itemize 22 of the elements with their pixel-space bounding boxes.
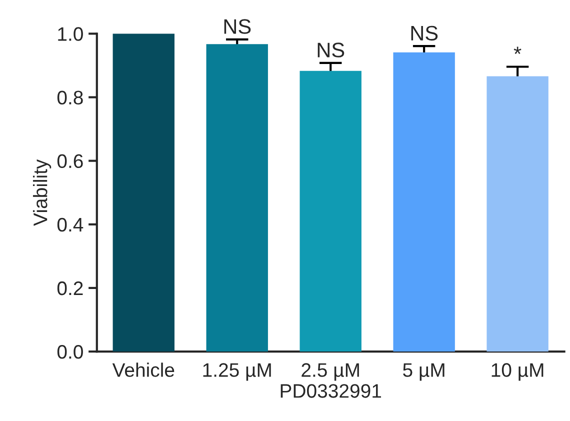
x-tick-label: 2.5 µM xyxy=(302,363,359,381)
x-tick-label: 1.25 µM xyxy=(203,363,271,381)
x-axis-title: PD0332991 xyxy=(280,384,382,398)
y-axis-title: Viability xyxy=(32,159,52,226)
annotation: NS xyxy=(411,26,438,41)
x-tick-label: 10 µM xyxy=(492,363,544,381)
bar xyxy=(486,76,548,352)
y-tick-label: 0.4 xyxy=(57,218,84,232)
bar xyxy=(393,52,455,352)
annotation: NS xyxy=(224,19,251,34)
x-tick-label: Vehicle xyxy=(112,362,174,377)
bar xyxy=(206,44,268,352)
x-tick-label: 5 µM xyxy=(403,363,444,381)
y-tick-label: 0.8 xyxy=(57,90,83,104)
annotation: NS xyxy=(318,42,344,58)
bar xyxy=(112,34,174,352)
annotation: * xyxy=(514,46,522,54)
y-tick-label: 0.0 xyxy=(57,345,83,359)
y-tick-label: 1.0 xyxy=(58,27,83,41)
y-tick-label: 0.6 xyxy=(57,154,83,168)
y-tick-label: 0.2 xyxy=(57,281,83,296)
bar xyxy=(300,70,362,352)
